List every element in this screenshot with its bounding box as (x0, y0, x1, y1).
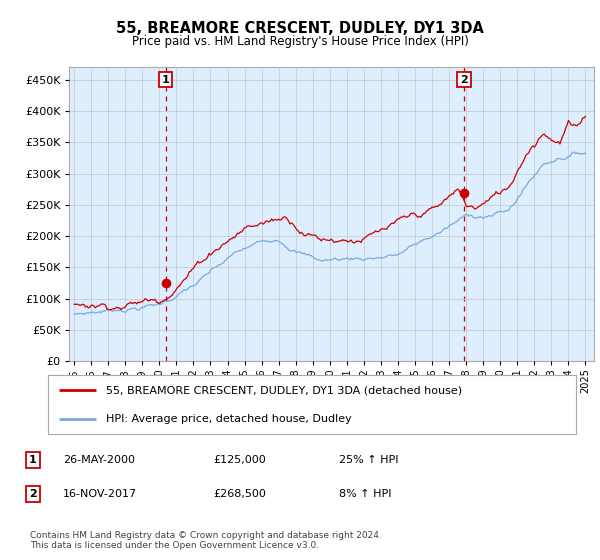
Text: 2: 2 (29, 489, 37, 499)
Text: 16-NOV-2017: 16-NOV-2017 (63, 489, 137, 499)
Text: 1: 1 (29, 455, 37, 465)
Text: 26-MAY-2000: 26-MAY-2000 (63, 455, 135, 465)
Text: 1: 1 (162, 74, 170, 85)
Text: £125,000: £125,000 (213, 455, 266, 465)
Text: 8% ↑ HPI: 8% ↑ HPI (339, 489, 391, 499)
Text: Contains HM Land Registry data © Crown copyright and database right 2024.
This d: Contains HM Land Registry data © Crown c… (30, 530, 382, 550)
Text: 25% ↑ HPI: 25% ↑ HPI (339, 455, 398, 465)
Text: 55, BREAMORE CRESCENT, DUDLEY, DY1 3DA (detached house): 55, BREAMORE CRESCENT, DUDLEY, DY1 3DA (… (106, 385, 462, 395)
Text: HPI: Average price, detached house, Dudley: HPI: Average price, detached house, Dudl… (106, 414, 352, 424)
Text: 55, BREAMORE CRESCENT, DUDLEY, DY1 3DA: 55, BREAMORE CRESCENT, DUDLEY, DY1 3DA (116, 21, 484, 36)
Text: 2: 2 (460, 74, 468, 85)
Text: Price paid vs. HM Land Registry's House Price Index (HPI): Price paid vs. HM Land Registry's House … (131, 35, 469, 48)
Text: £268,500: £268,500 (213, 489, 266, 499)
